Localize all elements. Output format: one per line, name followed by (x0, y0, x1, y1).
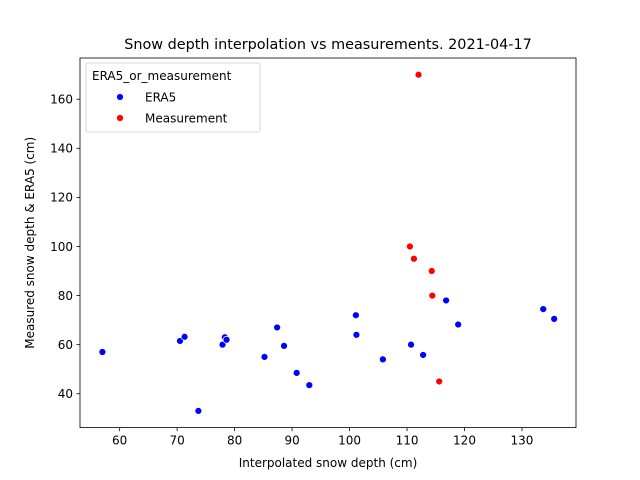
y-tick-label: 80 (58, 289, 73, 303)
data-point-era5 (222, 335, 231, 344)
chart-title: Snow depth interpolation vs measurements… (124, 37, 532, 53)
data-point-era5 (305, 381, 314, 390)
x-tick-label: 120 (453, 434, 476, 448)
plot-frame (79, 57, 577, 429)
legend-frame (85, 62, 261, 133)
data-point-era5 (351, 311, 360, 320)
x-tick-label: 90 (284, 434, 299, 448)
data-point-era5 (352, 330, 361, 339)
legend-label-era5: ERA5 (145, 91, 176, 105)
x-axis-label: Interpolated snow depth (cm) (239, 456, 418, 470)
data-point-era5 (273, 323, 282, 332)
x-tick-label: 130 (511, 434, 534, 448)
data-point-era5 (292, 368, 301, 377)
data-point-era5 (280, 342, 288, 350)
legend-marker-era5 (116, 93, 124, 101)
data-point-era5 (180, 332, 189, 341)
data-point-measurement (428, 291, 437, 300)
y-axis: 40 60 80 100 120 140 160 (50, 93, 80, 401)
x-axis: 60 70 80 90 100 110 120 130 (112, 427, 534, 448)
data-point-measurement (435, 377, 444, 386)
data-point-era5 (407, 340, 415, 349)
y-tick-label: 120 (50, 191, 73, 205)
x-tick-label: 100 (338, 434, 361, 448)
plot-area (98, 70, 559, 415)
y-axis-label: Measured snow depth & ERA5 (cm) (23, 137, 37, 349)
data-point-era5 (454, 320, 463, 329)
y-tick-label: 160 (50, 93, 73, 107)
x-tick-label: 110 (396, 434, 419, 448)
legend-title: ERA5_or_measurement (92, 69, 232, 83)
data-point-era5 (194, 407, 203, 415)
y-tick-label: 100 (50, 240, 73, 254)
x-tick-label: 60 (112, 434, 127, 448)
data-point-measurement (414, 70, 423, 79)
x-tick-label: 80 (227, 434, 242, 448)
data-point-era5 (218, 340, 227, 349)
legend-marker-measurement (116, 114, 124, 122)
data-point-measurement (427, 267, 436, 275)
data-point-era5 (379, 355, 387, 364)
y-tick-label: 60 (58, 338, 73, 352)
data-point-measurement (406, 242, 414, 251)
data-point-era5 (539, 305, 548, 313)
data-point-era5 (419, 351, 427, 359)
data-point-era5 (442, 296, 450, 305)
data-point-era5 (98, 348, 107, 356)
legend: ERA5_or_measurement ERA5 Measurement (85, 62, 261, 133)
y-tick-label: 40 (58, 387, 73, 401)
data-point-measurement (410, 254, 418, 263)
data-point-era5 (550, 315, 559, 323)
legend-label-measurement: Measurement (145, 112, 228, 126)
x-tick-label: 70 (169, 434, 184, 448)
y-tick-label: 140 (50, 142, 73, 156)
data-point-era5 (260, 353, 269, 361)
